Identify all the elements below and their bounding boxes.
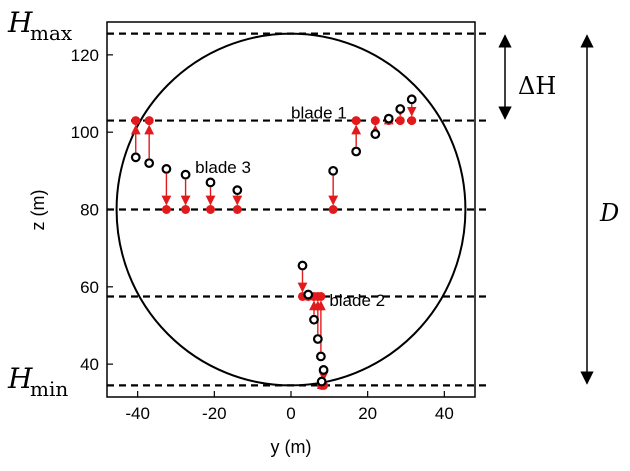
- y-tick-label: 100: [71, 123, 99, 142]
- projected-point: [370, 116, 380, 126]
- h-max-subscript: max: [30, 21, 73, 45]
- y-tick-label: 80: [80, 201, 99, 220]
- measured-point: [144, 158, 155, 169]
- axis-ticks: -40 -20 0 20 40 40 60 80 100 120: [71, 46, 454, 423]
- projected-point: [181, 205, 191, 214]
- h-min-symbol: H: [7, 362, 33, 395]
- measured-point: [180, 169, 191, 180]
- y-tick-label: 40: [80, 355, 99, 374]
- measured-point: [232, 185, 243, 196]
- measured-point: [318, 365, 329, 375]
- projected-point: [407, 116, 417, 126]
- measured-point: [309, 314, 319, 325]
- x-tick-label: 0: [286, 404, 295, 423]
- y-tick-label: 60: [80, 278, 99, 297]
- projected-point: [395, 116, 405, 126]
- level-lines: [107, 32, 488, 387]
- h-max-symbol: H: [7, 6, 33, 39]
- measured-point: [328, 165, 339, 176]
- x-tick-label: 40: [435, 404, 454, 423]
- projected-point: [232, 205, 242, 214]
- projected-point: [161, 205, 171, 214]
- rotor-circle: [115, 32, 467, 387]
- measured-point: [383, 113, 394, 124]
- projected-point: [316, 291, 326, 301]
- measured-point: [205, 177, 216, 188]
- data-points: [130, 94, 417, 390]
- y-tick-label: 120: [71, 46, 99, 65]
- projection-arrows: [130, 104, 417, 390]
- x-tick-label: -20: [202, 404, 227, 423]
- x-tick-label: 20: [358, 404, 377, 423]
- x-axis-label: y (m): [271, 437, 312, 457]
- x-tick-label: -40: [125, 404, 150, 423]
- measured-point: [406, 94, 417, 105]
- measured-point: [312, 334, 323, 344]
- measured-point: [316, 376, 327, 387]
- projected-point: [206, 205, 215, 214]
- measured-point: [161, 164, 172, 174]
- measured-point: [351, 146, 362, 157]
- blade-3-label: blade 3: [195, 158, 251, 177]
- measured-point: [370, 129, 381, 140]
- h-max-label: H max: [7, 6, 73, 45]
- projected-point: [131, 116, 141, 126]
- measured-point: [395, 104, 406, 114]
- d-label: D: [599, 199, 619, 227]
- h-min-label: H min: [7, 362, 68, 401]
- h-min-subscript: min: [30, 377, 68, 401]
- delta-h-label: ΔH: [518, 72, 556, 100]
- dimension-arrows: [498, 34, 594, 385]
- rotor-disk: [115, 32, 467, 387]
- projected-point: [351, 116, 361, 126]
- measured-point: [130, 152, 141, 163]
- projected-point: [328, 205, 338, 214]
- measured-point: [316, 351, 326, 362]
- measured-point: [297, 260, 308, 271]
- measured-point: [303, 289, 314, 300]
- y-axis-label: z (m): [28, 190, 48, 231]
- blade-1-label: blade 1: [291, 104, 347, 123]
- blade-2-label: blade 2: [329, 291, 385, 310]
- projected-point: [144, 116, 154, 126]
